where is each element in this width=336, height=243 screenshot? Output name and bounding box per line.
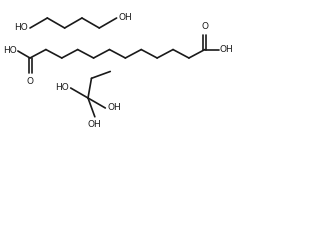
Text: HO: HO xyxy=(55,84,69,93)
Text: OH: OH xyxy=(107,104,121,113)
Text: HO: HO xyxy=(3,46,17,55)
Text: HO: HO xyxy=(14,24,28,33)
Text: OH: OH xyxy=(220,45,234,54)
Text: OH: OH xyxy=(88,120,102,129)
Text: OH: OH xyxy=(119,14,132,23)
Text: O: O xyxy=(201,22,208,31)
Text: O: O xyxy=(27,77,34,86)
